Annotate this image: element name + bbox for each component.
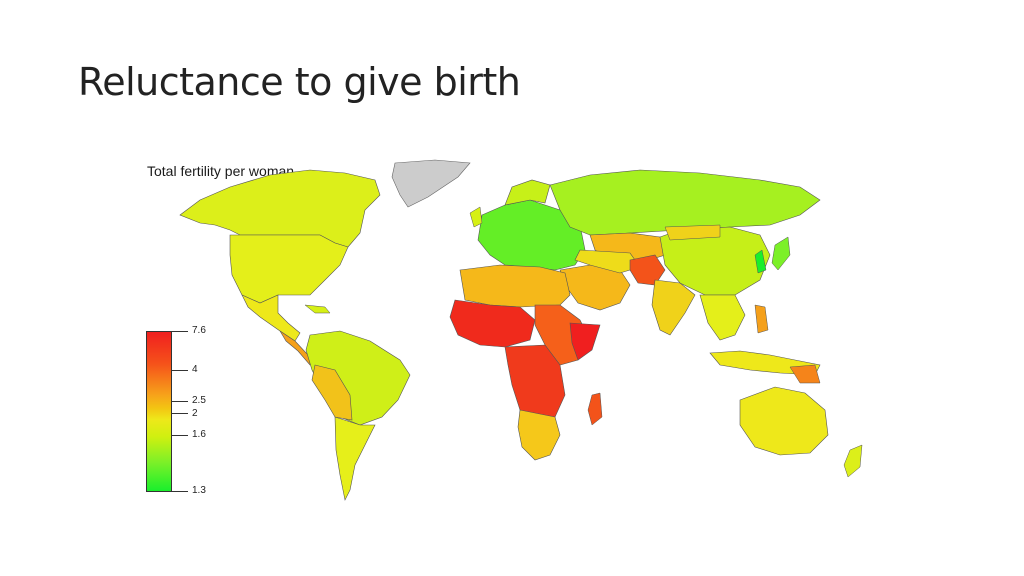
usa [229, 234, 349, 304]
mongolia [664, 224, 721, 241]
legend-tick [172, 435, 188, 436]
legend-tick-label: 1.3 [192, 485, 206, 496]
legend-tick [172, 413, 188, 414]
southern-africa [517, 409, 561, 461]
india [651, 279, 696, 336]
turkey-iran [574, 249, 641, 274]
canada [179, 169, 381, 248]
legend-tick [172, 491, 188, 492]
australia [739, 386, 829, 456]
legend-tick-label: 4 [192, 364, 198, 375]
world-fertility-map [179, 159, 863, 501]
madagascar [587, 392, 603, 426]
mexico [241, 294, 301, 342]
west-africa [449, 299, 536, 348]
southeast-asia [699, 294, 746, 341]
legend-tick [172, 331, 188, 332]
legend-tick-label: 1.6 [192, 429, 206, 440]
korea-japan [754, 249, 767, 274]
map-title: Total fertility per woman [147, 163, 295, 179]
russia [549, 169, 821, 236]
caribbean [304, 304, 331, 314]
north-africa [459, 264, 571, 308]
greenland [391, 159, 471, 208]
legend-tick-label: 7.6 [192, 325, 206, 336]
legend-tick-label: 2.5 [192, 395, 206, 406]
horn-of-africa [569, 322, 601, 361]
peru-bolivia [311, 364, 353, 421]
legend-tick-label: 2 [192, 408, 198, 419]
philippines [754, 304, 769, 334]
legend-color-bar [146, 331, 172, 492]
slide-title: Reluctance to give birth [78, 60, 521, 104]
south-america-south [334, 416, 376, 501]
legend-tick [172, 401, 188, 402]
papua [789, 364, 821, 384]
new-zealand [843, 444, 863, 478]
legend-tick [172, 370, 188, 371]
uk [469, 206, 483, 228]
japan [771, 236, 791, 271]
